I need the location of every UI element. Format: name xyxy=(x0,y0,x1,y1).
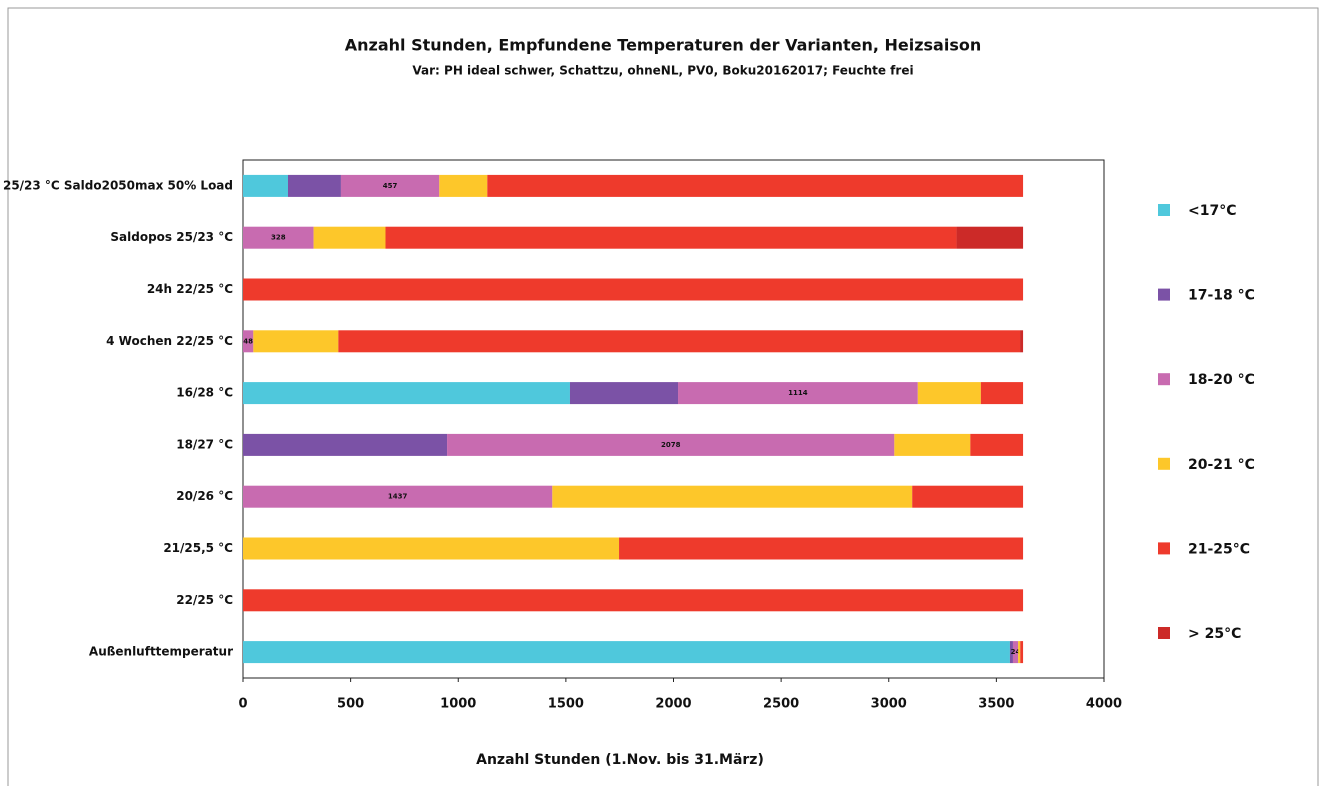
y-tick-label: 25/23 °C Saldo2050max 50% Load xyxy=(3,178,233,192)
legend-swatch xyxy=(1158,457,1170,470)
bar-segment xyxy=(1012,641,1019,664)
bar-segment xyxy=(385,226,957,249)
y-tick-label: Außenlufttemperatur xyxy=(89,645,233,659)
legend-swatch xyxy=(1158,288,1170,301)
y-tick-label: 4 Wochen 22/25 °C xyxy=(106,334,233,348)
x-axis-title: Anzahl Stunden (1.Nov. bis 31.März) xyxy=(476,752,764,768)
legend-label: > 25°C xyxy=(1188,626,1241,642)
bar-segment xyxy=(340,174,440,197)
x-tick-label: 2000 xyxy=(655,697,691,712)
y-tick-label: 16/28 °C xyxy=(176,386,233,400)
bar-segment xyxy=(313,226,386,249)
bar-segment xyxy=(243,278,1024,301)
y-tick-label: 24h 22/25 °C xyxy=(147,282,233,296)
x-tick-label: 500 xyxy=(337,697,364,712)
data-label: 2078 xyxy=(661,441,681,449)
y-tick-label: 20/26 °C xyxy=(176,489,233,503)
bar-segment xyxy=(487,174,1024,197)
bar-segment xyxy=(243,589,1024,612)
bar-segment xyxy=(912,485,1024,508)
legend-swatch xyxy=(1158,373,1170,386)
legend-swatch xyxy=(1158,542,1170,555)
frame xyxy=(7,7,1319,786)
bar-segment xyxy=(956,226,1024,249)
bar-segment xyxy=(243,382,570,405)
bar-segment xyxy=(970,433,1024,456)
bar-segment xyxy=(678,382,918,405)
x-tick-label: 4000 xyxy=(1086,697,1122,712)
legend-label: 17-18 °C xyxy=(1188,288,1255,304)
x-tick-label: 3500 xyxy=(978,697,1014,712)
data-label: 457 xyxy=(383,182,398,190)
legend-label: <17°C xyxy=(1188,203,1237,219)
x-tick-label: 2500 xyxy=(763,697,799,712)
legend-label: 21-25°C xyxy=(1188,541,1250,557)
bar-segment xyxy=(1020,330,1024,353)
bar-segment xyxy=(1020,641,1024,664)
bar-segment xyxy=(243,226,314,249)
bar-segment xyxy=(552,485,913,508)
bar-segment xyxy=(243,174,288,197)
y-tick-label: 18/27 °C xyxy=(176,437,233,451)
bar-segment xyxy=(243,485,553,508)
legend-swatch xyxy=(1158,204,1170,216)
legend-label: 20-21 °C xyxy=(1188,457,1255,473)
data-label: 1437 xyxy=(388,493,408,501)
bar-segment xyxy=(569,382,679,405)
bar-segment xyxy=(243,537,620,560)
chart-title: Anzahl Stunden, Empfundene Temperaturen … xyxy=(345,36,982,55)
bar-segment xyxy=(243,330,254,353)
bar-segment xyxy=(338,330,1021,353)
bar-segment xyxy=(619,537,1024,560)
legend-label: 18-20 °C xyxy=(1188,372,1255,388)
legend-swatch xyxy=(1158,627,1170,639)
x-tick-label: 3000 xyxy=(871,697,907,712)
bar-segment xyxy=(287,174,341,197)
data-label: 1114 xyxy=(788,389,808,397)
x-tick-label: 1500 xyxy=(548,697,584,712)
bar-segment xyxy=(253,330,339,353)
data-label: 328 xyxy=(271,234,286,242)
bar-segment xyxy=(243,641,1010,664)
y-tick-label: 21/25,5 °C xyxy=(163,541,233,555)
x-tick-label: 1000 xyxy=(440,697,476,712)
bar-segment xyxy=(243,433,448,456)
bar-segment xyxy=(1018,641,1021,664)
data-label: 24 xyxy=(1011,648,1021,656)
x-tick-label: 0 xyxy=(238,697,247,712)
data-label: 48 xyxy=(243,337,253,345)
bar-segment xyxy=(894,433,971,456)
chart-subtitle: Var: PH ideal schwer, Schattzu, ohneNL, … xyxy=(412,64,913,78)
bar-segment xyxy=(917,382,981,405)
bar-segment xyxy=(447,433,895,456)
bar-segment xyxy=(980,382,1024,405)
bar-segment xyxy=(439,174,488,197)
y-tick-label: 22/25 °C xyxy=(176,593,233,607)
bar-segment xyxy=(1009,641,1013,664)
y-tick-label: Saldopos 25/23 °C xyxy=(110,230,233,244)
